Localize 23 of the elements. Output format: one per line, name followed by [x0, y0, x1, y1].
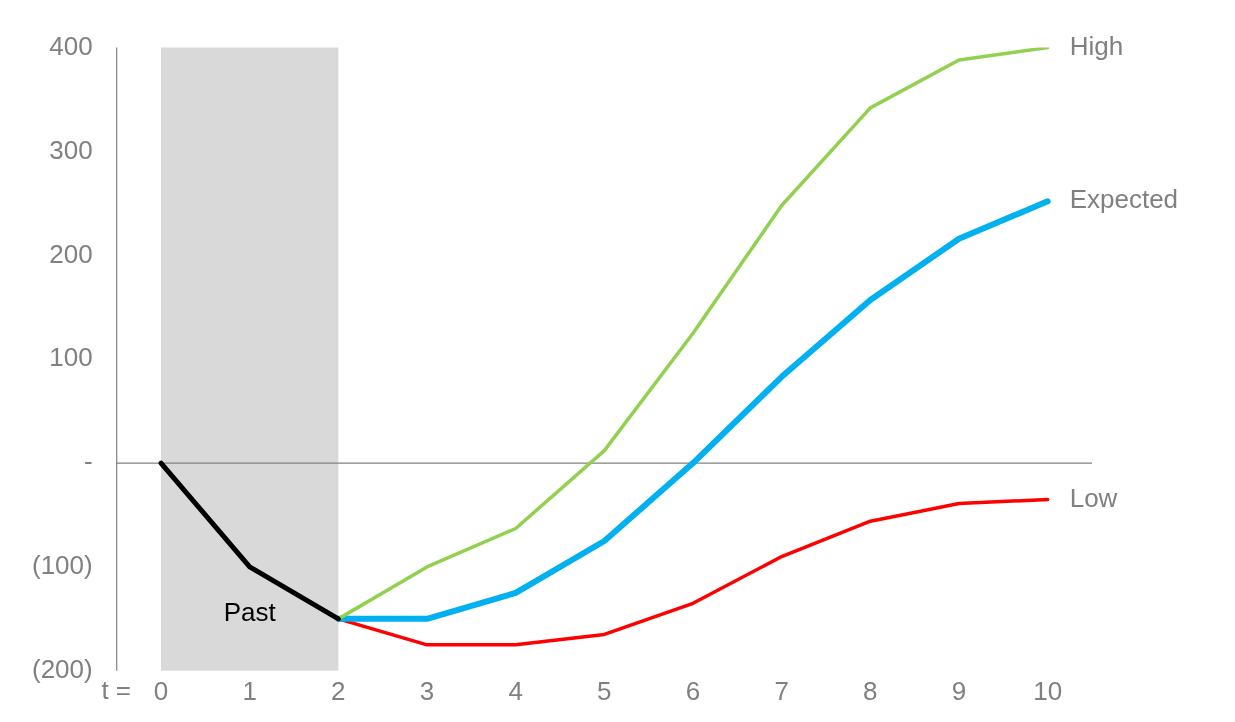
x-tick-label: 9: [951, 675, 967, 706]
x-tick-label: 0: [153, 675, 169, 706]
y-tick-label: 100: [49, 342, 93, 373]
series-label: High: [1069, 30, 1124, 61]
y-tick-label: (100): [31, 550, 93, 581]
x-tick-label: 3: [419, 675, 435, 706]
band-label: Past: [223, 596, 277, 627]
x-tick-label: 8: [863, 675, 878, 706]
y-tick-label: 300: [49, 134, 93, 165]
x-tick-label: 5: [597, 675, 612, 706]
x-tick-label: 10: [1033, 675, 1063, 706]
x-tick-label: 2: [331, 675, 346, 706]
x-tick-label: 4: [508, 675, 523, 706]
series-label: Expected: [1069, 184, 1179, 215]
x-tick-label: 6: [685, 675, 701, 706]
y-tick-label: (200): [31, 653, 93, 684]
y-tick-label: 200: [49, 238, 93, 269]
x-axis-title: t =: [101, 674, 132, 705]
series-label: Low: [1069, 482, 1118, 513]
y-tick-label: 400: [49, 30, 93, 61]
x-tick-label: 7: [774, 675, 789, 706]
x-tick-label: 1: [242, 675, 257, 706]
y-tick-label: -: [84, 446, 93, 477]
